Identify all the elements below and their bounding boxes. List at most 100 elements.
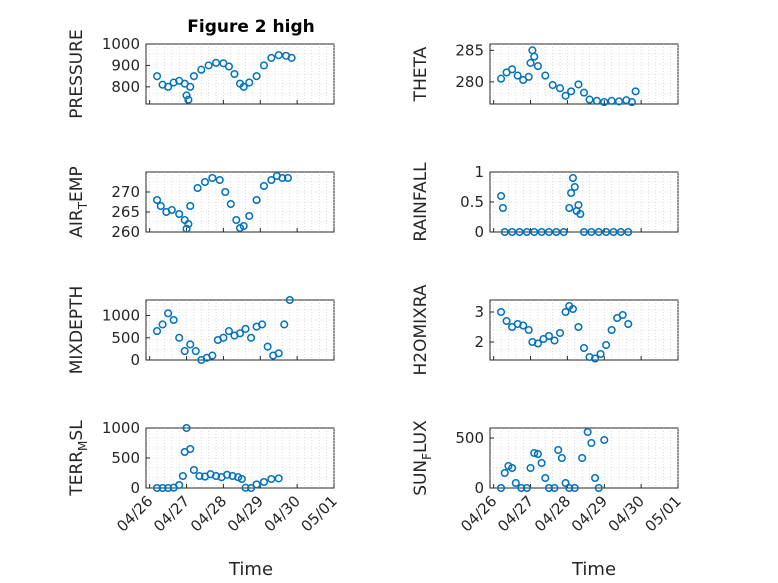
- data-point: [497, 191, 506, 201]
- data-point: [541, 71, 550, 80]
- data-point: [587, 227, 596, 237]
- data-point: [579, 88, 589, 97]
- data-point: [524, 325, 533, 335]
- subplot-rainfall: 0 0.5 1 RAINFALL: [411, 162, 679, 242]
- data-point: [241, 324, 250, 333]
- data-point: [522, 483, 531, 493]
- data-point: [241, 483, 250, 492]
- data-point: [541, 473, 550, 483]
- y-axis-label-sun_flux: SUNFLUX: [411, 420, 434, 496]
- data-point: [616, 227, 625, 237]
- data-point: [574, 322, 583, 332]
- data-point: [247, 483, 256, 493]
- y-tick-label: 0: [474, 479, 484, 497]
- y-tick-label: 0.5: [460, 193, 484, 211]
- data-point: [232, 215, 241, 225]
- data-point: [554, 445, 563, 455]
- data-point: [223, 470, 232, 479]
- y-tick-label: 3: [474, 303, 484, 321]
- data-point: [511, 478, 520, 488]
- data-point: [267, 53, 276, 62]
- data-point: [245, 78, 254, 87]
- x-tick-label: 04/29: [224, 492, 267, 535]
- data-point: [583, 427, 592, 437]
- data-point: [602, 227, 611, 237]
- data-point: [557, 453, 566, 463]
- data-point: [533, 62, 542, 71]
- y-axis-label-rainfall: RAINFALL: [411, 162, 431, 242]
- x-tick-label: 04/30: [261, 492, 304, 535]
- data-point: [533, 449, 542, 459]
- data-point: [259, 61, 269, 70]
- data-point: [555, 328, 565, 338]
- y-axis-label-theta: THETA: [411, 46, 431, 102]
- subplot-h2omixra: 2 3 H2OMIXRA: [411, 284, 679, 376]
- y-tick-label: 500: [455, 429, 484, 447]
- data-point: [239, 82, 248, 91]
- data-point: [259, 181, 269, 191]
- data-point: [607, 96, 616, 105]
- y-tick-label: 265: [111, 203, 140, 221]
- data-point: [197, 65, 206, 74]
- data-point: [280, 320, 289, 329]
- data-point: [180, 347, 189, 356]
- data-point: [193, 183, 202, 193]
- data-point: [526, 463, 535, 473]
- data-point: [497, 74, 506, 83]
- data-point: [226, 199, 235, 209]
- y-tick-label: 1000: [102, 307, 140, 325]
- data-point: [186, 444, 195, 454]
- data-point: [208, 351, 217, 360]
- x-tick-label: 04/28: [531, 492, 574, 535]
- data-point: [533, 339, 542, 348]
- data-point: [594, 483, 603, 493]
- data-point: [624, 319, 633, 329]
- data-point: [517, 483, 526, 493]
- data-point: [259, 477, 269, 487]
- data-point: [182, 91, 191, 100]
- data-point: [587, 438, 596, 448]
- data-point: [278, 173, 287, 183]
- data-point: [182, 224, 191, 233]
- y-tick-label: 500: [111, 329, 140, 347]
- subplot-mixdepth: 0 500 1000 MIXDEPTH: [67, 286, 335, 375]
- data-point: [600, 98, 609, 107]
- data-point: [526, 58, 535, 67]
- data-point: [267, 474, 276, 484]
- data-point: [524, 72, 533, 81]
- data-point: [287, 53, 296, 62]
- x-tick-label: 04/27: [494, 492, 537, 535]
- data-point: [175, 480, 184, 490]
- y-tick-label: 900: [111, 56, 140, 74]
- data-point: [519, 321, 528, 330]
- data-point: [567, 87, 576, 96]
- data-point: [164, 309, 173, 318]
- x-tick-label: 04/28: [187, 492, 230, 535]
- y-axis-label-mixdepth: MIXDEPTH: [67, 286, 87, 375]
- data-point: [537, 227, 546, 237]
- data-point: [592, 96, 601, 105]
- data-point: [522, 227, 531, 237]
- subplot-air_temp: 260 265 270 AIRTEMP: [67, 166, 335, 241]
- data-point: [561, 478, 570, 488]
- data-point: [263, 342, 272, 351]
- data-point: [175, 209, 184, 219]
- x-axis-label-left: Time: [228, 559, 273, 580]
- data-point: [591, 473, 600, 483]
- data-point: [204, 61, 213, 70]
- y-axis-label-air_temp: AIRTEMP: [67, 166, 90, 237]
- data-point: [600, 435, 609, 445]
- data-point: [267, 175, 276, 185]
- data-point: [235, 329, 245, 338]
- data-point: [627, 98, 636, 107]
- data-point: [537, 458, 546, 468]
- data-point: [579, 343, 589, 353]
- y-tick-label: 1: [474, 163, 484, 181]
- data-point: [153, 195, 162, 205]
- data-point: [245, 211, 254, 221]
- x-tick-label: 04/26: [113, 492, 156, 535]
- data-point: [285, 295, 294, 305]
- data-point: [153, 483, 162, 493]
- data-point: [230, 69, 239, 79]
